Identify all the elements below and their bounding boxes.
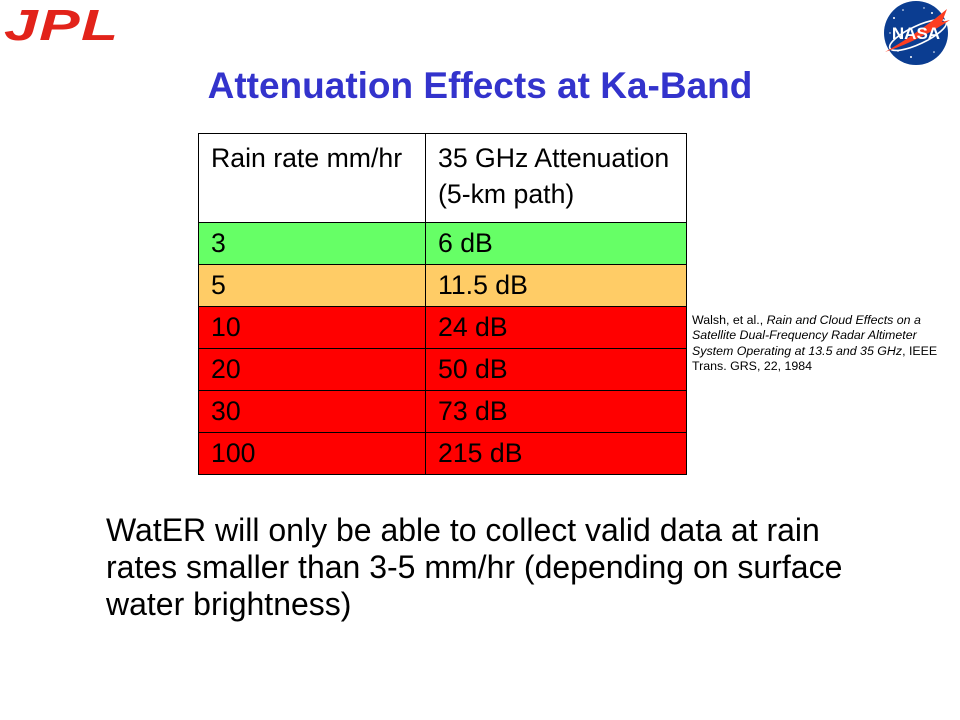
header-attenuation: 35 GHz Attenuation (5-km path) xyxy=(425,134,686,222)
header-rain-rate-label: Rain rate mm/hr xyxy=(211,143,403,173)
nasa-logo-star xyxy=(902,9,904,11)
rain-rate-cell: 5 xyxy=(211,270,226,300)
header-rain-rate: Rain rate mm/hr xyxy=(199,134,425,222)
nasa-logo-star xyxy=(931,12,933,14)
citation-source: , IEEE Trans. GRS, 22, 1984 xyxy=(692,343,938,373)
rain-rate-cell: 20 xyxy=(211,354,241,384)
table-header-row: Rain rate mm/hr 35 GHz Attenuation (5-km… xyxy=(199,134,686,222)
nasa-logo-star xyxy=(933,51,935,53)
nasa-logo-chevron xyxy=(885,9,950,52)
nasa-logo-star xyxy=(910,56,912,58)
attenuation-cell: 24 dB xyxy=(425,307,686,348)
attenuation-cell: 11.5 dB xyxy=(425,265,686,306)
table-row: 5 11.5 dB xyxy=(199,264,686,306)
citation-authors: Walsh, et al., xyxy=(692,313,767,327)
body-text: WatER will only be able to collect valid… xyxy=(106,512,843,622)
attenuation-cell: 6 dB xyxy=(425,223,686,264)
attenuation-cell: 50 dB xyxy=(425,349,686,390)
table-row: 10 24 dB xyxy=(199,306,686,348)
table-row: 30 73 dB xyxy=(199,390,686,432)
rain-rate-cell: 3 xyxy=(211,228,226,258)
slide-title: Attenuation Effects at Ka-Band xyxy=(207,65,753,106)
jpl-logo: JPL xyxy=(4,1,120,50)
nasa-logo-star xyxy=(889,32,891,34)
attenuation-table: Rain rate mm/hr 35 GHz Attenuation (5-km… xyxy=(198,133,687,475)
nasa-logo-text: NASA xyxy=(892,24,940,43)
attenuation-cell: 215 dB xyxy=(425,433,686,474)
table-row: 3 6 dB xyxy=(199,222,686,264)
attenuation-cell: 73 dB xyxy=(425,391,686,432)
citation: Walsh, et al., Rain and Cloud Effects on… xyxy=(692,313,950,374)
header-attenuation-line: 35 GHz Attenuation xyxy=(438,143,670,173)
rain-rate-cell: 10 xyxy=(211,312,241,342)
nasa-logo-star xyxy=(893,17,895,19)
rain-rate-cell: 100 xyxy=(211,438,256,468)
nasa-logo: NASA xyxy=(884,1,950,65)
nasa-logo-star xyxy=(923,7,925,9)
table-row: 20 50 dB xyxy=(199,348,686,390)
table-row: 100 215 dB xyxy=(199,432,686,474)
header-attenuation-line: (5-km path) xyxy=(438,179,575,209)
citation-paper-title: Rain and Cloud Effects on a Satellite Du… xyxy=(692,313,921,358)
rain-rate-cell: 30 xyxy=(211,396,241,426)
